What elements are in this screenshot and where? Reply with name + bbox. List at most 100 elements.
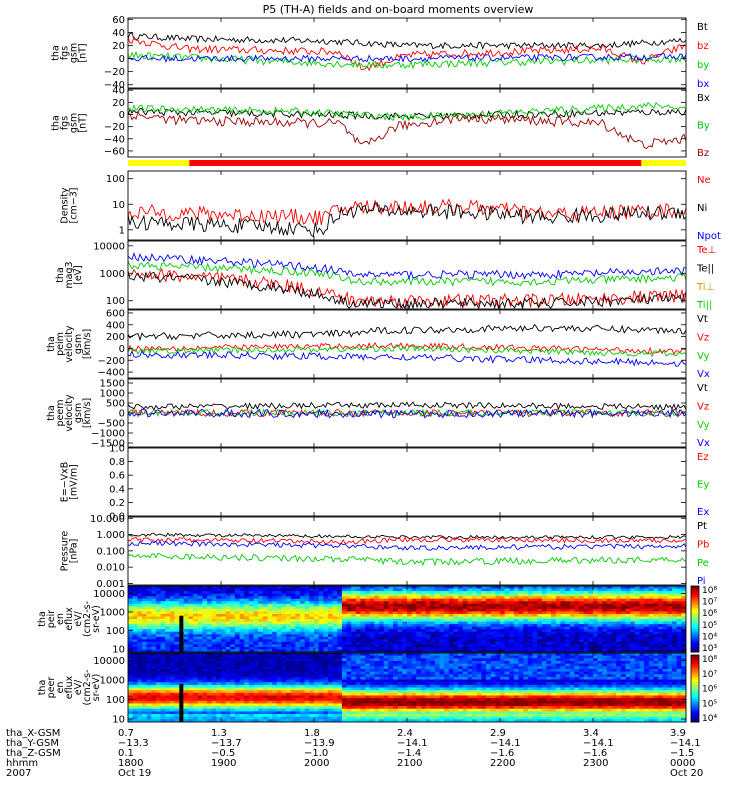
y-axis-label-dens: Density[cm−3] <box>60 187 80 223</box>
y-axis-label-line: gsm <box>69 113 80 133</box>
y-tick-label: 0.001 <box>96 579 125 590</box>
x-tick-value: 2200 <box>490 758 515 769</box>
y-axis-label-line: [eV] <box>73 265 84 285</box>
legend-dens: Ne Ni Npot <box>697 175 721 242</box>
series-fgs2-Bz <box>128 110 686 150</box>
legend-entry: By <box>697 121 710 132</box>
legend-entry: Vy <box>697 420 710 431</box>
legend-entry: Pi <box>697 576 706 587</box>
y-axis-label-line: tha <box>37 611 48 627</box>
legend-entry: Ti|| <box>696 300 712 311</box>
y-axis-label-efield: E=−VxB[mV/m] <box>60 462 80 503</box>
y-tick-label: −20 <box>104 122 125 133</box>
series-press-Pe <box>128 552 686 567</box>
series-fgs1-by <box>128 51 686 70</box>
y-tick-label: 10.000 <box>90 514 125 525</box>
x-tick-value: 1.8 <box>304 728 320 739</box>
colorbar-espec: 10⁸ 10⁷ 10⁶ 10⁵ 10⁴ <box>690 654 717 724</box>
y-tick-label: 100 <box>106 296 125 307</box>
y-axis-label-line: fgs <box>60 116 71 130</box>
series-dens-Ni <box>128 202 686 238</box>
panel-dens: 100 10 1 Density[cm−3] Ne Ni Npot <box>60 170 721 242</box>
y-axis-label-line: tha <box>55 267 66 283</box>
panel-press: 10.0001.0000.1000.0100.001Pressure[nPa]P… <box>60 514 710 590</box>
y-tick-label: 10000 <box>93 656 125 667</box>
legend-entry: Npot <box>697 231 721 242</box>
colorbar-label: 10⁶ <box>702 609 717 619</box>
y-tick-label: 0.8 <box>109 457 125 468</box>
legend-entry: bx <box>697 79 709 90</box>
x-row-label: tha_Z-GSM <box>6 748 61 759</box>
series-group-fgs1 <box>128 32 686 72</box>
series-vi-Vy <box>128 344 686 358</box>
legend-ve: Vt Vz Vy Vx <box>697 383 710 449</box>
colorbar-label: 10⁴ <box>702 714 717 724</box>
mode-bar-segment <box>128 160 190 166</box>
y-tick-label: 600 <box>106 308 125 319</box>
y-tick-label: 1000 <box>100 607 125 618</box>
legend-entry: Vx <box>697 438 710 449</box>
y-tick-label: 0.0 <box>109 512 125 523</box>
series-fgs1-Bt <box>128 32 686 50</box>
panel-frame <box>127 378 687 448</box>
y-tick-label: 100 <box>106 626 125 637</box>
x-tick-value: Oct 19 <box>118 768 151 779</box>
panel-frame <box>127 170 687 241</box>
panel-frame <box>127 516 687 586</box>
legend-entry: Ne <box>697 175 711 186</box>
y-axis-label-line: [km/s] <box>82 398 93 428</box>
colorbar-label: 10⁴ <box>702 632 717 642</box>
series-fgs2-Bx <box>128 107 686 121</box>
x-tick-value: 2.9 <box>490 728 506 739</box>
legend-press: Pt Pb Pe Pi <box>697 521 709 587</box>
y-tick-label: 40 <box>112 86 125 97</box>
y-axis-label-line: gsm <box>73 403 84 423</box>
y-tick-label: 0.010 <box>96 563 125 574</box>
y-tick-label: 200 <box>106 332 125 343</box>
y-tick-label: 10 <box>112 714 125 725</box>
series-vi-Vt <box>128 323 686 342</box>
legend-entry: Pt <box>697 521 707 532</box>
x-tick-value: −1.6 <box>583 748 607 759</box>
y-axis-label-line: tha <box>46 405 57 421</box>
legend-temp: Te⊥ Te|| Ti⊥ Ti|| <box>696 245 716 311</box>
legend-entry: Bx <box>697 93 710 104</box>
y-axis-label-line: [cm−3] <box>69 188 80 224</box>
y-tick-label: 0 <box>119 110 125 121</box>
legend-entry: Vz <box>697 332 709 343</box>
x-tick-value: 2300 <box>583 758 608 769</box>
y-axis-label-line: eV/ <box>73 610 84 626</box>
x-tick-value: −13.3 <box>118 738 149 749</box>
series-fgs1-bx <box>128 53 686 64</box>
legend-entry: Ey <box>697 480 709 491</box>
y-axis-label-line: peir <box>46 610 57 629</box>
y-tick-label: −400 <box>98 368 125 379</box>
y-tick-label: 20 <box>112 41 125 52</box>
x-tick-value: 0.1 <box>118 748 134 759</box>
y-tick-label: 10 <box>112 645 125 656</box>
y-axis-label-line: eV/ <box>73 679 84 695</box>
x-tick-value: −0.5 <box>211 748 235 759</box>
y-axis-label-line: en <box>55 613 66 625</box>
y-tick-label: 20 <box>112 98 125 109</box>
y-axis-label-line: sr-eV) <box>91 605 102 633</box>
legend-entry: Vx <box>697 369 710 380</box>
y-axis-label-line: (cm2-s- <box>82 601 93 637</box>
spectrogram-espec <box>128 653 686 722</box>
x-tick-value: Oct 20 <box>670 768 703 779</box>
y-axis-label-line: fgs <box>60 46 71 60</box>
y-tick-label: −40 <box>104 134 125 145</box>
series-group-ve <box>128 401 686 419</box>
y-axis-label-press: Pressure[nPa] <box>60 531 80 572</box>
y-tick-label: −40 <box>104 80 125 91</box>
series-fgs2-By <box>128 101 686 122</box>
y-tick-label: 0.100 <box>96 546 125 557</box>
colorbar-label: 10⁸ <box>702 586 717 596</box>
y-axis-label-line: velocity <box>64 394 75 432</box>
colorbar-label: 10⁵ <box>702 621 717 631</box>
y-axis-label-line: tha <box>46 336 57 352</box>
